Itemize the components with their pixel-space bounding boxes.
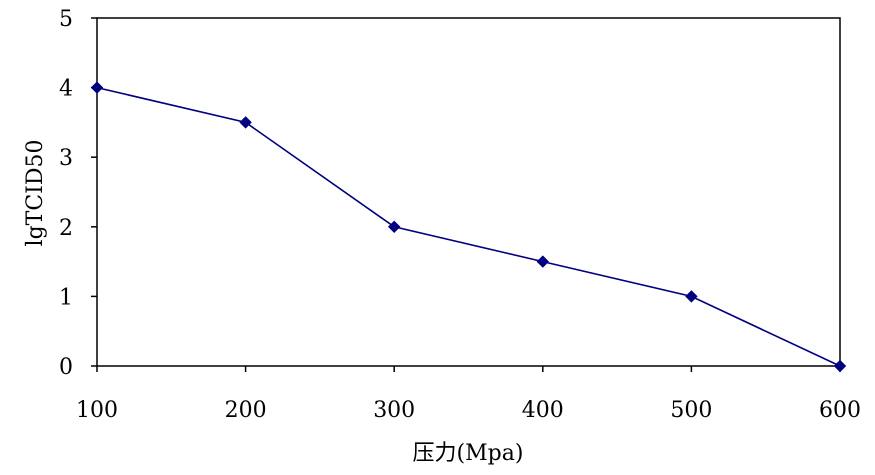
series-line	[96, 86, 841, 367]
data-point-marker	[536, 255, 550, 268]
x-tick-label: 600	[819, 398, 861, 423]
data-point-marker	[833, 359, 847, 373]
x-tick-label: 300	[373, 398, 415, 423]
x-tick-label: 100	[76, 398, 118, 423]
y-tick-label: 4	[59, 77, 73, 102]
data-point-marker	[387, 220, 401, 234]
x-tick-label: 200	[225, 398, 267, 423]
y-tick-label: 5	[59, 7, 73, 32]
y-tick-label: 1	[59, 285, 73, 310]
y-tick-label: 0	[59, 355, 73, 380]
data-point-marker	[90, 81, 104, 94]
x-tick-label: 400	[522, 398, 564, 423]
x-tick-label: 500	[670, 398, 712, 423]
y-tick-label: 3	[59, 146, 73, 171]
y-axis-title: lgTCID50	[23, 140, 48, 247]
data-point-marker	[239, 116, 252, 129]
x-axis-title: 压力(Mpa)	[413, 441, 524, 466]
y-tick-label: 2	[59, 216, 73, 241]
data-point-marker	[685, 290, 698, 303]
